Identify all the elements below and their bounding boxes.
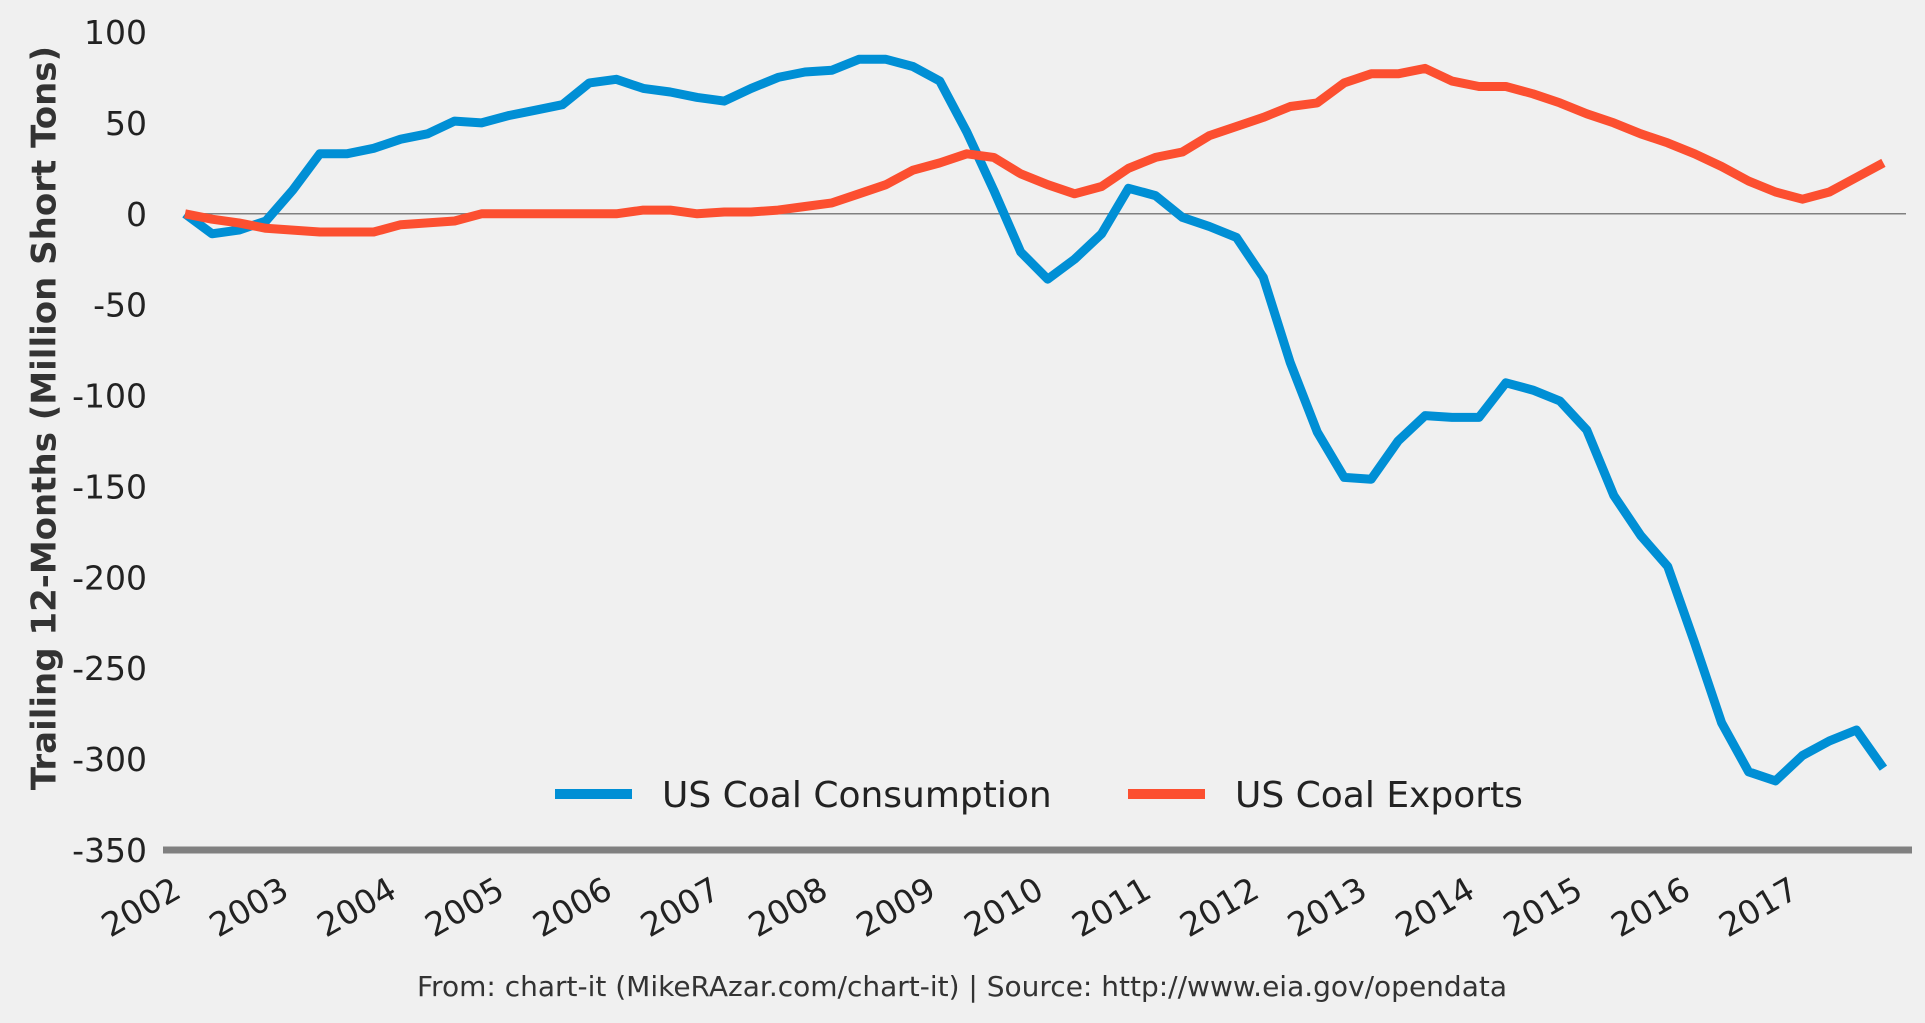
x-tick-label: 2002 [95, 869, 187, 945]
y-tick-label: -300 [72, 740, 147, 779]
y-tick-label: 0 [126, 195, 147, 234]
x-tick-label: 2011 [1065, 869, 1157, 945]
y-tick-label: 50 [105, 104, 147, 143]
y-tick-label: 100 [84, 13, 147, 52]
legend-label-exports: US Coal Exports [1235, 775, 1523, 816]
x-axis-ticks: 2002 2003 2004 2005 2006 2007 2008 2009 2010 2011… [95, 869, 1805, 945]
x-tick-label: 2016 [1604, 869, 1696, 945]
series-line-exports [184, 63, 1886, 237]
x-tick-label: 2012 [1173, 869, 1265, 945]
x-tick-label: 2006 [526, 869, 618, 945]
y-tick-label: -50 [93, 286, 147, 325]
x-tick-label: 2005 [418, 869, 510, 945]
legend: US Coal Consumption US Coal Exports [555, 775, 1523, 816]
y-tick-label: -350 [72, 831, 147, 870]
x-tick-label: 2017 [1712, 869, 1804, 945]
y-tick-label: -200 [72, 558, 147, 597]
x-tick-label: 2015 [1497, 869, 1589, 945]
x-tick-label: 2009 [850, 869, 942, 945]
series-line-consumption [182, 54, 1888, 786]
x-tick-label: 2008 [742, 869, 834, 945]
x-tick-label: 2003 [203, 869, 295, 945]
x-tick-label: 2004 [310, 869, 402, 945]
y-axis-ticks: 100 50 0 -50 -100 -150 -200 -250 -300 -350 [72, 13, 147, 870]
x-tick-label: 2010 [957, 869, 1049, 945]
y-tick-label: -100 [72, 377, 147, 416]
x-tick-label: 2007 [634, 869, 726, 945]
source-footer: From: chart-it (MikeRAzar.com/chart-it) … [417, 970, 1507, 1003]
y-axis-label: Trailing 12-Months (Million Short Tons) [25, 46, 65, 790]
series-layer [182, 54, 1888, 786]
x-tick-label: 2013 [1281, 869, 1373, 945]
y-tick-label: -250 [72, 649, 147, 688]
y-tick-label: -150 [72, 467, 147, 506]
legend-label-consumption: US Coal Consumption [662, 775, 1052, 816]
x-tick-label: 2014 [1389, 869, 1481, 945]
